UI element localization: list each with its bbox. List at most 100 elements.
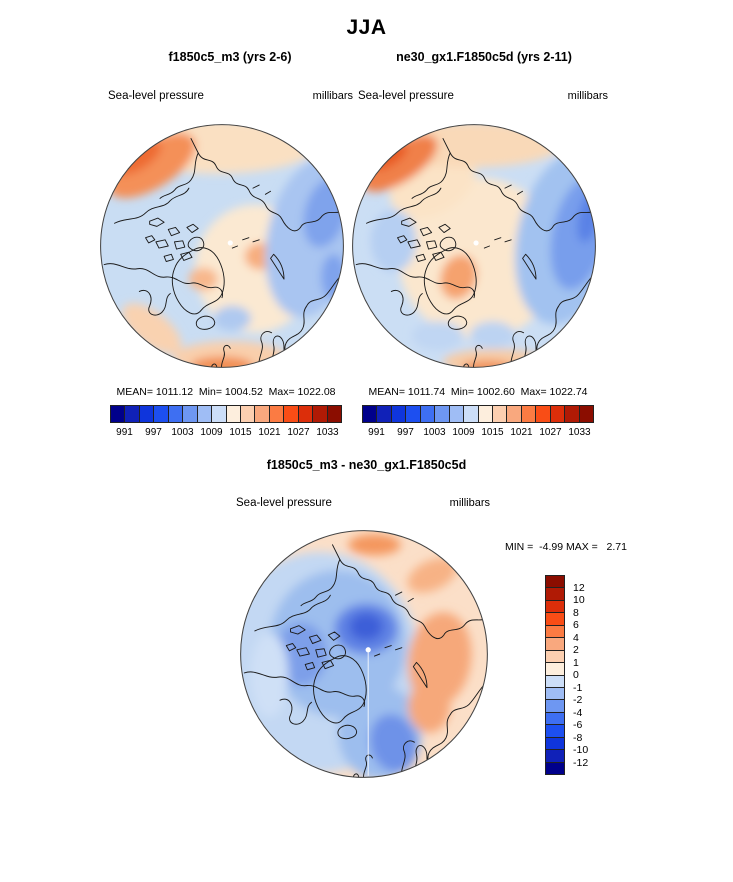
- pole-dot: [473, 240, 479, 246]
- colorbar-segment: [226, 406, 241, 422]
- colorbar-tick-label: -12: [573, 756, 589, 769]
- colorbar-tick-label: 1027: [287, 427, 310, 438]
- map-case1: [100, 124, 344, 368]
- colorbar-segment: [420, 406, 436, 422]
- colorbar-tick-label: -10: [573, 744, 589, 756]
- colorbar-segment: [546, 737, 564, 751]
- colorbar-tick-label: 1009: [452, 427, 475, 438]
- pole-dot: [227, 240, 233, 246]
- colorbar-tick-label: -1: [573, 681, 583, 694]
- colorbar-tick-label: 1009: [200, 427, 223, 438]
- colorbar-segment: [546, 650, 564, 664]
- colorbar-tick-label: 1021: [510, 427, 533, 438]
- panel1-label-row: Sea-level pressure millibars: [108, 90, 353, 102]
- case2-stats: MEAN= 1011.74 Min= 1002.60 Max= 1022.74: [368, 386, 588, 398]
- colorbar-case1-ticks: 991 997 1003 1009 1015 1021 1027 1033: [110, 426, 342, 440]
- colorbar-segment: [363, 406, 378, 422]
- colorbar-segment: [546, 613, 564, 626]
- map-diff: [240, 530, 488, 778]
- colorbar-case2-ticks: 991 997 1003 1009 1015 1021 1027 1033: [362, 426, 594, 440]
- colorbar-segment: [212, 406, 227, 422]
- colorbar-segment: [546, 625, 564, 639]
- colorbar-tick-label: 997: [145, 427, 162, 438]
- colorbar-tick-label: 991: [368, 427, 385, 438]
- colorbar-tick-label: -2: [573, 694, 583, 706]
- diff-label-row: Sea-level pressure millibars: [236, 497, 490, 509]
- colorbar-case2: [362, 405, 594, 423]
- colorbar-tick-label: 6: [573, 619, 579, 631]
- map-case2: [352, 124, 596, 368]
- colorbar-segment: [492, 406, 508, 422]
- colorbar-tick-label: 1015: [229, 427, 252, 438]
- colorbar-segment: [125, 406, 140, 422]
- pole-dot: [365, 647, 371, 653]
- colorbar-tick-label: 1003: [171, 427, 194, 438]
- colorbar-tick-label: 0: [573, 669, 579, 681]
- pressure-field-diff: [240, 534, 472, 778]
- colorbar-tick-label: -8: [573, 731, 583, 744]
- colorbar-tick-label: 4: [573, 631, 579, 644]
- colorbar-segment: [546, 588, 564, 601]
- colorbar-segment: [327, 406, 341, 422]
- colorbar-segment: [507, 406, 522, 422]
- colorbar-segment: [546, 638, 564, 651]
- panel2-label-row: Sea-level pressure millibars: [358, 90, 608, 102]
- colorbar-tick-label: 1003: [423, 427, 446, 438]
- map-border: [100, 124, 344, 368]
- diff-title: f1850c5_m3 - ne30_gx1.F1850c5d: [266, 458, 467, 472]
- colorbar-segment: [546, 712, 564, 726]
- meridian-seam: [367, 649, 369, 776]
- colorbar-segment: [168, 406, 184, 422]
- colorbar-diff: [545, 575, 565, 775]
- colorbar-segment: [546, 687, 564, 701]
- colorbar-segment: [546, 700, 564, 713]
- colorbar-segment: [579, 406, 593, 422]
- colorbar-tick-label: 991: [116, 427, 133, 438]
- case2-title: ne30_gx1.F1850c5d (yrs 2-11): [396, 50, 572, 64]
- colorbar-segment: [546, 600, 564, 614]
- colorbar-segment: [546, 663, 564, 676]
- colorbar-tick-label: 1015: [481, 427, 504, 438]
- colorbar-segment: [298, 406, 314, 422]
- colorbar-segment: [377, 406, 392, 422]
- colorbar-segment: [550, 406, 566, 422]
- colorbar-tick-label: 10: [573, 594, 585, 606]
- colorbar-tick-label: -4: [573, 706, 583, 719]
- colorbar-segment: [139, 406, 155, 422]
- colorbar-tick-label: 997: [397, 427, 414, 438]
- colorbar-segment: [546, 576, 564, 589]
- colorbar-tick-label: 1033: [568, 427, 591, 438]
- panel2-field-label: Sea-level pressure: [358, 90, 454, 102]
- colorbar-segment: [269, 406, 285, 422]
- colorbar-segment: [546, 750, 564, 763]
- colorbar-segment: [240, 406, 256, 422]
- colorbar-segment: [478, 406, 493, 422]
- colorbar-segment: [255, 406, 270, 422]
- colorbar-segment: [391, 406, 407, 422]
- season-title: JJA: [346, 16, 387, 39]
- colorbar-segment: [435, 406, 450, 422]
- colorbar-case1: [110, 405, 342, 423]
- colorbar-segment: [197, 406, 213, 422]
- colorbar-segment: [565, 406, 580, 422]
- colorbar-diff-ticks: 12 10 8 6 4 2 1 0 -1 -2 -4 -6 -8 -10 -12: [571, 575, 601, 775]
- colorbar-segment: [536, 406, 551, 422]
- diff-stats: MIN = -4.99 MAX = 2.71: [505, 541, 627, 553]
- map-border: [240, 530, 488, 778]
- colorbar-tick-label: 1033: [316, 427, 339, 438]
- colorbar-segment: [521, 406, 537, 422]
- colorbar-tick-label: -6: [573, 719, 583, 731]
- panel1-field-label: Sea-level pressure: [108, 90, 204, 102]
- colorbar-segment: [449, 406, 465, 422]
- diff-field-label: Sea-level pressure: [236, 497, 332, 509]
- colorbar-tick-label: 2: [573, 644, 579, 656]
- colorbar-segment: [313, 406, 328, 422]
- colorbar-tick-label: 12: [573, 581, 585, 594]
- case1-stats: MEAN= 1011.12 Min= 1004.52 Max= 1022.08: [116, 386, 336, 398]
- colorbar-tick-label: 1027: [539, 427, 562, 438]
- colorbar-segment: [284, 406, 299, 422]
- panel2-units-label: millibars: [567, 90, 608, 102]
- map-border: [352, 124, 596, 368]
- colorbar-segment: [464, 406, 479, 422]
